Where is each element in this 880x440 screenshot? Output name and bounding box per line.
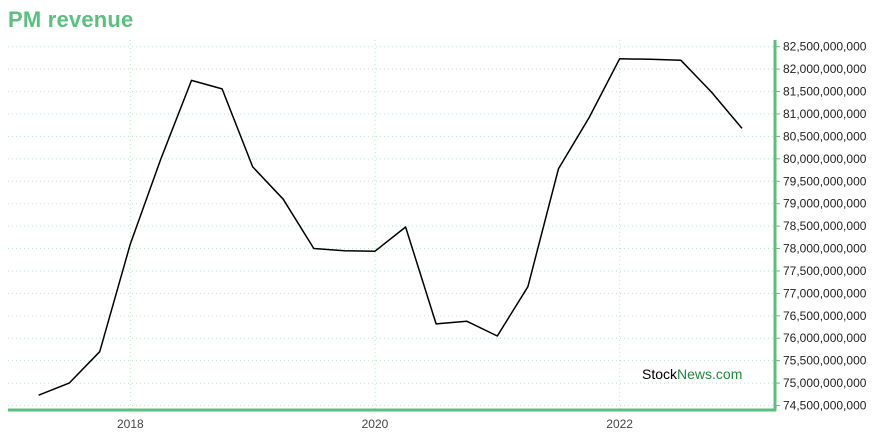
y-tick-label: 78,500,000,000	[783, 219, 867, 233]
x-tick-labels: 2018 2020 2022	[117, 417, 633, 431]
x-tick-label: 2022	[606, 417, 633, 431]
y-tick-label: 74,500,000,000	[783, 399, 867, 413]
axes	[8, 40, 780, 412]
y-tick-label: 75,500,000,000	[783, 354, 867, 368]
y-tick-label: 75,000,000,000	[783, 376, 867, 390]
y-tick-label: 80,000,000,000	[783, 152, 867, 166]
revenue-line	[38, 58, 743, 396]
chart-title: PM revenue	[8, 7, 134, 32]
y-tick-label: 76,500,000,000	[783, 309, 867, 323]
x-tick-label: 2020	[362, 417, 389, 431]
y-tick-label: 79,000,000,000	[783, 197, 867, 211]
y-tick-label: 80,500,000,000	[783, 129, 867, 143]
watermark-part2: News.com	[677, 366, 742, 382]
y-tick-label: 77,000,000,000	[783, 286, 867, 300]
y-tick-label: 78,000,000,000	[783, 242, 867, 256]
y-tick-label: 77,500,000,000	[783, 264, 867, 278]
series	[38, 58, 743, 396]
y-tick-label: 82,500,000,000	[783, 40, 867, 54]
grid	[8, 40, 775, 410]
watermark: StockNews.com	[642, 366, 742, 382]
x-tick-label: 2018	[117, 417, 144, 431]
y-tick-label: 82,000,000,000	[783, 62, 867, 76]
y-tick-label: 79,500,000,000	[783, 174, 867, 188]
y-tick-label: 76,000,000,000	[783, 331, 867, 345]
y-tick-label: 81,500,000,000	[783, 85, 867, 99]
watermark-part1: Stock	[642, 366, 678, 382]
y-tick-labels: 74,500,000,000 75,000,000,000 75,500,000,0…	[783, 40, 867, 413]
y-tick-label: 81,000,000,000	[783, 107, 867, 121]
